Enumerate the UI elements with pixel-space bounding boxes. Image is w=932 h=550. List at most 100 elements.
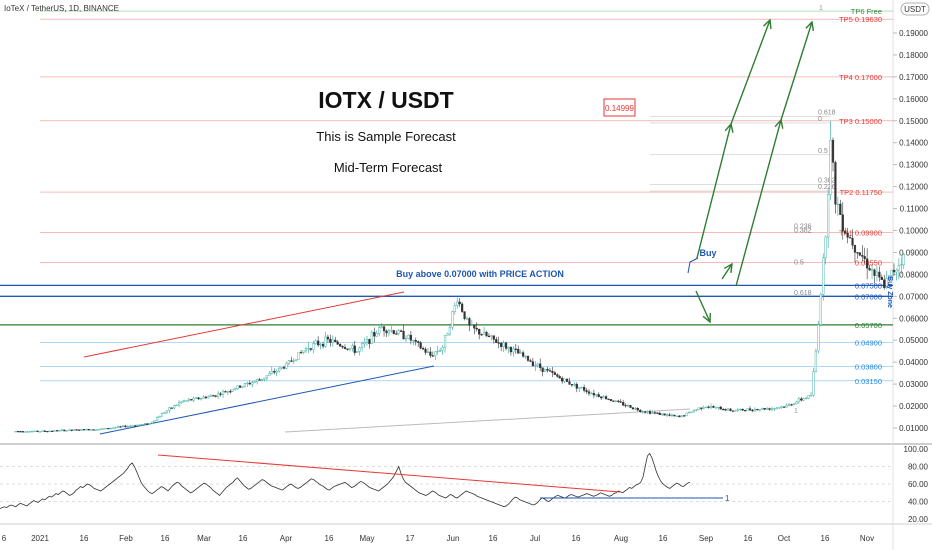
candle-body [177,402,181,406]
candle-body [400,330,403,332]
candle-body [104,428,107,430]
candle-body [170,407,173,409]
time-axis: 6 2021 16 Feb 16 Mar 16 Apr 16 May 17 Jun 16 Jul 16 Aug… [2,534,874,543]
oscillator-trendline[interactable] [157,454,621,493]
candle-body [580,387,583,389]
candle-body [792,403,796,406]
candle-body [680,415,683,418]
candle-body [31,431,34,433]
fib-label: 0.618 [794,290,812,297]
candle-body [805,397,808,400]
candle-body [63,429,66,432]
price-tick-label: 0.12000 [899,183,928,192]
time-tick-label: May [359,534,374,543]
candle-body [436,350,439,353]
time-tick-label: Mar [197,534,211,543]
candle-body [317,340,320,346]
candle-body [46,431,49,433]
candle-body [465,318,469,320]
time-tick-label: 16 [659,534,668,543]
candle-body [29,431,32,433]
candle-body [648,411,652,414]
candle-body [827,194,830,238]
candle-body [156,417,159,421]
candle-body [119,426,122,428]
svg-text:USDT: USDT [904,5,926,14]
candle-body [687,411,691,414]
candle-body [639,409,642,412]
candle-body [87,429,90,431]
candle-body [600,396,603,399]
candle-body [570,384,574,386]
time-tick-label: 16 [239,534,248,543]
candle-body [270,371,273,374]
candle-body [60,429,64,431]
candle-body [858,252,861,256]
candle-body [168,407,171,411]
candle-body [883,279,886,288]
candle-body [339,344,342,347]
resistance-trendline[interactable] [83,291,405,358]
candle-body [446,333,449,336]
candle-body [897,265,900,271]
candle-body [192,397,195,401]
candle-body [885,277,888,288]
candle-body [107,428,110,430]
oscillator-tick-label: 60.00 [908,480,929,489]
candle-body [546,368,549,371]
price-level-label: TP1 0.09900 [839,229,882,238]
forecast-arrow[interactable] [780,20,815,121]
candle-body [21,431,25,433]
candle-body [246,382,249,385]
candle-body [463,311,466,320]
candle-body [829,139,832,195]
subtitle-midterm: Mid-Term Forecast [334,160,443,175]
candle-body [319,343,322,346]
long-term-trendline [284,408,691,433]
buy-zone-label: Buy Zone [886,276,893,308]
time-tick-label: 16 [161,534,170,543]
candle-body [802,398,805,401]
candle-body [65,430,68,432]
candle-body [263,377,266,380]
forecast-arrow[interactable] [721,262,733,280]
candle-body [536,363,539,366]
peak-price-box: 0.14999 [603,98,636,117]
forecast-arrow-shaft [695,290,711,323]
candle-body [268,373,271,376]
currency-badge[interactable]: USDT [900,2,930,16]
candle-body [70,429,73,431]
candle-body [53,430,56,432]
candle-body [895,269,898,273]
candle-body [209,395,212,397]
candle-body [722,409,725,411]
support-trendline[interactable] [99,365,435,435]
candle-body [146,423,149,425]
candle-body [334,339,337,343]
time-tick-label: 6 [2,534,7,543]
price-tick-label: 0.03000 [899,380,928,389]
candle-body [866,258,869,269]
candle-body [543,368,547,372]
candle-body [646,411,649,413]
candle-body [714,407,717,409]
fib-label: 0 [818,116,822,123]
oscillator-panel [0,452,893,509]
forecast-arrow[interactable] [730,18,772,125]
candle-body [302,350,305,353]
candle-body [448,326,452,335]
forecast-arrows [687,18,815,324]
price-level-label: 0.04900 [855,338,882,347]
candle-body [414,340,417,342]
price-tick-label: 0.15000 [899,117,928,126]
candle-body [229,391,232,393]
candle-body [321,343,325,347]
candle-body [363,342,366,344]
candle-body [153,420,156,423]
candle-body [282,367,286,369]
price-tick-label: 0.09000 [899,248,928,257]
forecast-arrow[interactable] [695,290,712,324]
candle-body [426,351,430,353]
